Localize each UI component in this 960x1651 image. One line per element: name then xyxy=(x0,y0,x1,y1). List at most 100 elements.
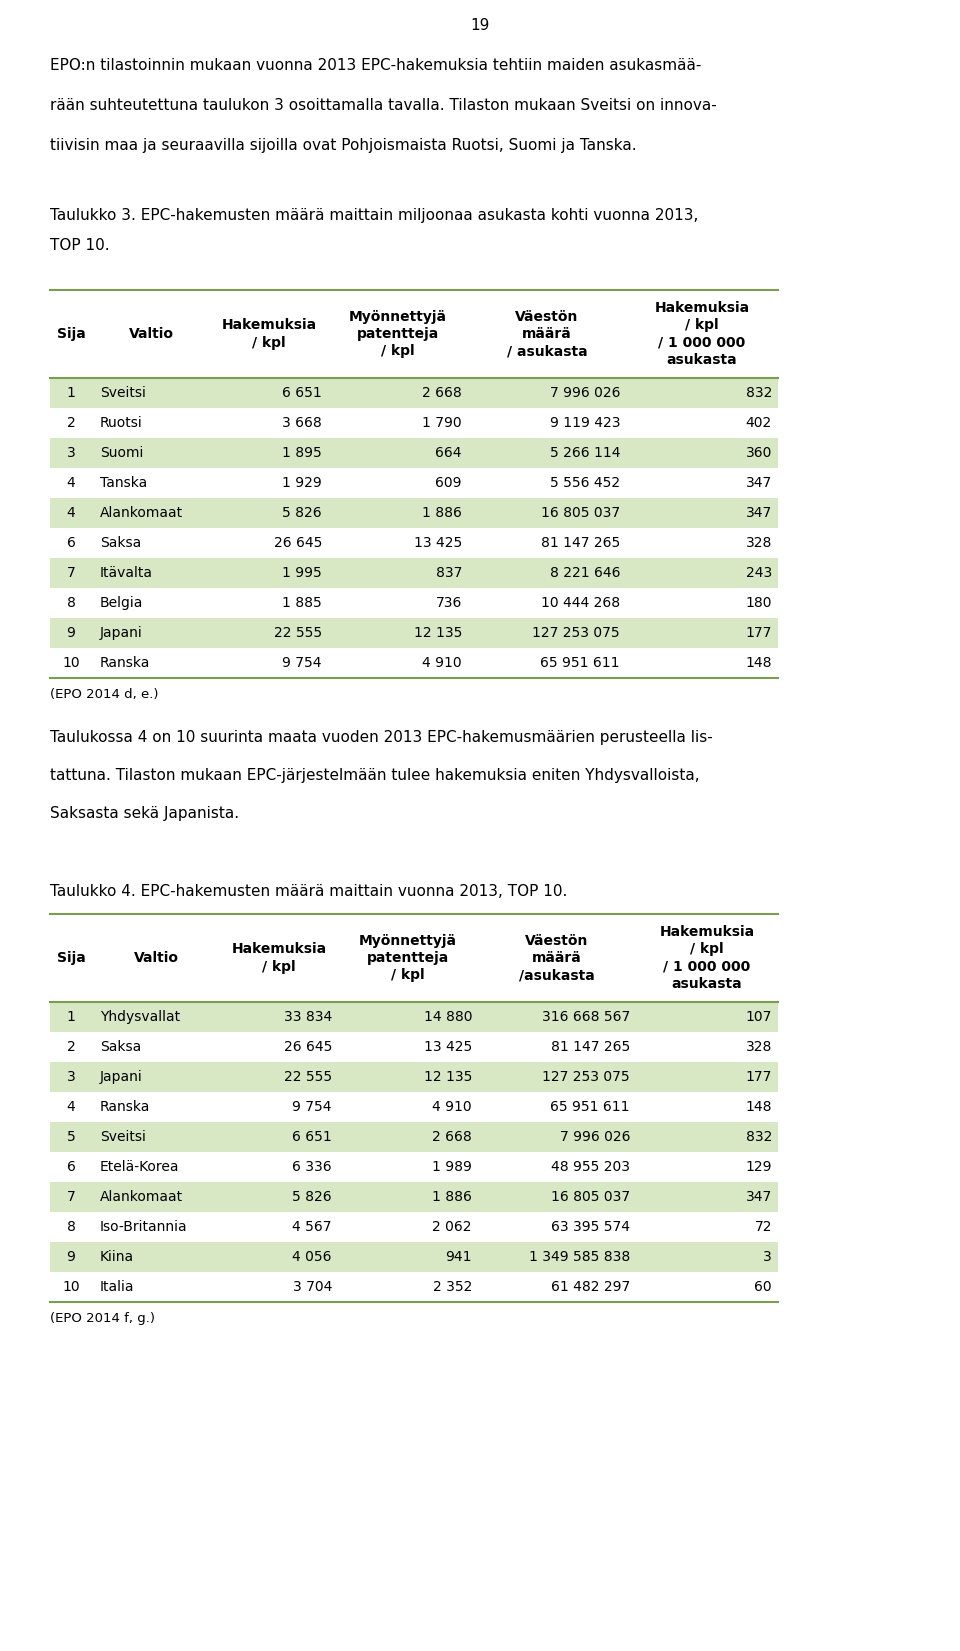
Text: 6: 6 xyxy=(66,1161,76,1174)
Text: 316 668 567: 316 668 567 xyxy=(541,1010,630,1024)
Text: 60: 60 xyxy=(755,1280,772,1294)
Text: Saksasta sekä Japanista.: Saksasta sekä Japanista. xyxy=(50,806,239,821)
Text: 107: 107 xyxy=(746,1010,772,1024)
Text: 4 910: 4 910 xyxy=(432,1100,472,1114)
Text: 1 790: 1 790 xyxy=(422,416,462,429)
Text: 6: 6 xyxy=(66,537,76,550)
Text: Myönnettyjä
patentteja
/ kpl: Myönnettyjä patentteja / kpl xyxy=(359,934,457,982)
Text: 127 253 075: 127 253 075 xyxy=(542,1070,630,1085)
Text: 6 651: 6 651 xyxy=(292,1129,332,1144)
Text: Yhdysvallat: Yhdysvallat xyxy=(100,1010,180,1024)
Text: 347: 347 xyxy=(746,475,772,490)
Text: 72: 72 xyxy=(755,1220,772,1233)
Text: 6 651: 6 651 xyxy=(282,386,322,400)
Text: Taulukko 4. EPC-hakemusten määrä maittain vuonna 2013, TOP 10.: Taulukko 4. EPC-hakemusten määrä maittai… xyxy=(50,883,567,900)
Text: 7 996 026: 7 996 026 xyxy=(549,386,620,400)
Text: 347: 347 xyxy=(746,1190,772,1204)
Bar xyxy=(50,499,778,528)
Bar xyxy=(50,1123,778,1152)
Text: 10: 10 xyxy=(62,655,80,670)
Text: 9 119 423: 9 119 423 xyxy=(549,416,620,429)
Text: Sija: Sija xyxy=(57,327,85,342)
Text: 8: 8 xyxy=(66,1220,76,1233)
Text: 3: 3 xyxy=(66,446,76,461)
Bar xyxy=(50,1152,778,1182)
Bar xyxy=(50,558,778,588)
Bar xyxy=(50,528,778,558)
Text: Kiina: Kiina xyxy=(100,1250,134,1265)
Text: Hakemuksia
/ kpl: Hakemuksia / kpl xyxy=(231,943,326,974)
Text: Iso-Britannia: Iso-Britannia xyxy=(100,1220,187,1233)
Text: 65 951 611: 65 951 611 xyxy=(550,1100,630,1114)
Text: 736: 736 xyxy=(436,596,462,609)
Text: Etelä-Korea: Etelä-Korea xyxy=(100,1161,180,1174)
Bar xyxy=(50,291,778,378)
Text: 3 704: 3 704 xyxy=(293,1280,332,1294)
Bar xyxy=(50,1091,778,1123)
Text: 9: 9 xyxy=(66,626,76,641)
Text: Saksa: Saksa xyxy=(100,537,141,550)
Text: 127 253 075: 127 253 075 xyxy=(533,626,620,641)
Text: 22 555: 22 555 xyxy=(284,1070,332,1085)
Text: Alankomaat: Alankomaat xyxy=(100,505,183,520)
Text: 1 929: 1 929 xyxy=(282,475,322,490)
Text: Hakemuksia
/ kpl
/ 1 000 000
asukasta: Hakemuksia / kpl / 1 000 000 asukasta xyxy=(660,925,755,991)
Text: 4 056: 4 056 xyxy=(293,1250,332,1265)
Text: 7: 7 xyxy=(66,1190,76,1204)
Text: 2: 2 xyxy=(66,416,76,429)
Text: 4 910: 4 910 xyxy=(422,655,462,670)
Text: 1 989: 1 989 xyxy=(432,1161,472,1174)
Text: 1: 1 xyxy=(66,1010,76,1024)
Bar xyxy=(50,647,778,679)
Text: tattuna. Tilaston mukaan EPC-järjestelmään tulee hakemuksia eniten Yhdysvalloist: tattuna. Tilaston mukaan EPC-järjestelmä… xyxy=(50,768,700,783)
Text: 177: 177 xyxy=(746,626,772,641)
Text: (EPO 2014 d, e.): (EPO 2014 d, e.) xyxy=(50,688,158,702)
Text: 2 352: 2 352 xyxy=(433,1280,472,1294)
Text: 243: 243 xyxy=(746,566,772,580)
Text: 4: 4 xyxy=(66,1100,76,1114)
Text: 832: 832 xyxy=(746,1129,772,1144)
Text: 664: 664 xyxy=(436,446,462,461)
Text: Saksa: Saksa xyxy=(100,1040,141,1053)
Text: 1 885: 1 885 xyxy=(282,596,322,609)
Text: 81 147 265: 81 147 265 xyxy=(551,1040,630,1053)
Text: 9 754: 9 754 xyxy=(293,1100,332,1114)
Text: 2 668: 2 668 xyxy=(432,1129,472,1144)
Text: 19: 19 xyxy=(470,18,490,33)
Text: 148: 148 xyxy=(746,1100,772,1114)
Text: 9: 9 xyxy=(66,1250,76,1265)
Text: 12 135: 12 135 xyxy=(414,626,462,641)
Text: TOP 10.: TOP 10. xyxy=(50,238,109,253)
Text: Sveitsi: Sveitsi xyxy=(100,386,146,400)
Text: 63 395 574: 63 395 574 xyxy=(551,1220,630,1233)
Bar xyxy=(50,915,778,1002)
Text: 4: 4 xyxy=(66,505,76,520)
Bar xyxy=(50,1242,778,1271)
Text: 14 880: 14 880 xyxy=(423,1010,472,1024)
Text: 5 266 114: 5 266 114 xyxy=(549,446,620,461)
Text: Sija: Sija xyxy=(57,951,85,964)
Bar xyxy=(50,1182,778,1212)
Text: Taulukko 3. EPC-hakemusten määrä maittain miljoonaa asukasta kohti vuonna 2013,: Taulukko 3. EPC-hakemusten määrä maittai… xyxy=(50,208,698,223)
Text: 832: 832 xyxy=(746,386,772,400)
Text: Japani: Japani xyxy=(100,626,143,641)
Text: 1 886: 1 886 xyxy=(422,505,462,520)
Text: 22 555: 22 555 xyxy=(274,626,322,641)
Bar xyxy=(50,1002,778,1032)
Text: 177: 177 xyxy=(746,1070,772,1085)
Text: Taulukossa 4 on 10 suurinta maata vuoden 2013 EPC-hakemusmäärien perusteella lis: Taulukossa 4 on 10 suurinta maata vuoden… xyxy=(50,730,712,745)
Text: 2 668: 2 668 xyxy=(422,386,462,400)
Text: 1 886: 1 886 xyxy=(432,1190,472,1204)
Text: 941: 941 xyxy=(445,1250,472,1265)
Text: 129: 129 xyxy=(746,1161,772,1174)
Bar xyxy=(50,617,778,647)
Text: Alankomaat: Alankomaat xyxy=(100,1190,183,1204)
Text: 2: 2 xyxy=(66,1040,76,1053)
Text: Ruotsi: Ruotsi xyxy=(100,416,143,429)
Bar xyxy=(50,467,778,499)
Text: 61 482 297: 61 482 297 xyxy=(551,1280,630,1294)
Bar xyxy=(50,1032,778,1062)
Text: 328: 328 xyxy=(746,1040,772,1053)
Text: (EPO 2014 f, g.): (EPO 2014 f, g.) xyxy=(50,1313,155,1326)
Text: Myönnettyjä
patentteja
/ kpl: Myönnettyjä patentteja / kpl xyxy=(349,310,447,358)
